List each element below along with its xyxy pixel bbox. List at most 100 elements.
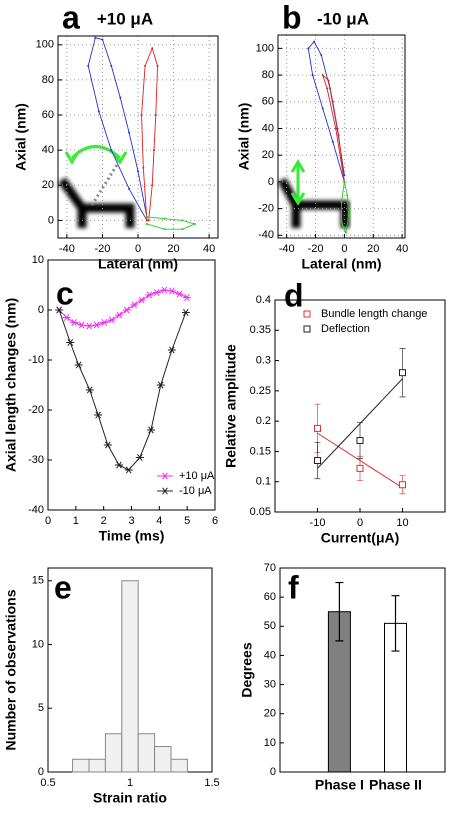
point-marker (399, 481, 406, 489)
y-tick-label: 0.35 (250, 324, 271, 336)
point-marker (145, 215, 148, 218)
y-tick-label: 0 (270, 766, 276, 778)
bundle-icon-a (58, 145, 135, 228)
x-tick-label: -10 (310, 517, 326, 529)
panel-label: f (288, 569, 299, 605)
point-marker (110, 149, 113, 152)
y-tick-label: 0 (48, 214, 54, 226)
x-tick-label: -20 (94, 243, 110, 255)
point-marker (311, 74, 314, 77)
x-axis-label: Time (ms) (99, 528, 165, 544)
point-marker (346, 194, 349, 197)
point-marker (74, 361, 83, 369)
y-tick-label: 50 (264, 620, 276, 632)
series-line (141, 46, 159, 221)
point-marker (313, 40, 316, 43)
y-axis-label: Number of observations (3, 589, 19, 750)
point-marker (137, 296, 146, 304)
point-marker (340, 200, 343, 203)
histogram-bar (137, 733, 156, 773)
x-tick-label: 5 (184, 515, 190, 527)
point-marker (70, 319, 79, 326)
y-tick-label: 0.3 (256, 354, 271, 366)
point-marker (327, 79, 330, 82)
y-tick-label: 10 (32, 254, 44, 266)
y-tick-label: 60 (264, 591, 276, 603)
point-marker (167, 346, 176, 354)
plot-frame (47, 259, 216, 511)
y-tick-label: 0 (38, 304, 44, 316)
point-marker (130, 301, 139, 309)
legend-label: -10 μA (179, 485, 212, 497)
point-marker (181, 309, 190, 316)
y-axis-label: Axial (nm) (13, 103, 29, 171)
point-marker (147, 219, 150, 222)
deflection-line (90, 159, 122, 206)
point-marker (66, 339, 75, 346)
point-marker (182, 294, 191, 301)
point-marker (92, 321, 101, 329)
point-marker (145, 219, 148, 222)
panel-label: d (284, 277, 304, 313)
point-marker (181, 219, 184, 222)
histogram-bar (154, 746, 172, 773)
point-marker (160, 286, 169, 294)
x-tick-label: 20 (167, 243, 179, 255)
point-marker (321, 107, 324, 110)
x-tick-label: 40 (203, 243, 215, 255)
y-tick-label: 0 (38, 766, 44, 778)
point-marker (356, 464, 364, 472)
point-marker (314, 424, 321, 432)
series-line (58, 309, 187, 471)
point-marker (85, 322, 94, 330)
error-bar (391, 595, 400, 652)
y-tick-label: 40 (42, 144, 54, 156)
y-tick-label: 60 (42, 109, 54, 121)
y-tick-label: 5 (38, 702, 44, 714)
x-tick-label: 1 (73, 515, 79, 527)
point-marker (144, 64, 147, 67)
point-marker (163, 228, 166, 231)
point-marker (181, 228, 184, 231)
y-tick-label: 80 (262, 69, 274, 81)
point-marker (146, 426, 155, 434)
point-marker (107, 316, 116, 324)
point-marker (94, 411, 103, 419)
y-tick-label: 0.4 (256, 294, 271, 306)
y-tick-label: 0.25 (250, 385, 271, 397)
y-tick-label: 100 (256, 42, 274, 54)
y-tick-label: -40 (28, 504, 44, 516)
histogram-bar (72, 758, 90, 773)
point-marker (163, 217, 166, 220)
arrow (290, 159, 306, 206)
point-marker (356, 437, 364, 445)
point-marker (314, 457, 321, 465)
point-marker (62, 314, 71, 321)
x-axis-label: Lateral (nm) (98, 256, 178, 272)
y-tick-label: 0 (268, 176, 274, 188)
point-marker (399, 369, 406, 377)
bundle-shape (58, 177, 135, 228)
point-marker (142, 166, 145, 169)
x-tick-label: 0 (135, 243, 141, 255)
legend-marker (161, 472, 169, 480)
point-marker (140, 114, 143, 117)
point-marker (156, 381, 165, 389)
panel-title: +10 μA (97, 9, 153, 28)
y-tick-label: -40 (258, 229, 274, 241)
series-line (58, 289, 188, 327)
series-line (146, 216, 197, 230)
point-marker (344, 231, 347, 234)
y-tick-label: 15 (32, 575, 44, 587)
histogram-bar (170, 758, 188, 773)
panel-label: b (282, 0, 302, 35)
point-marker (77, 321, 86, 329)
legend-label: Bundle length change (321, 308, 427, 320)
legend-marker (303, 325, 311, 333)
y-tick-label: 70 (264, 562, 276, 574)
y-tick-label: -10 (28, 354, 44, 366)
x-tick-label: Phase I (315, 777, 364, 793)
point-marker (321, 74, 324, 77)
arrow-head (64, 151, 128, 165)
